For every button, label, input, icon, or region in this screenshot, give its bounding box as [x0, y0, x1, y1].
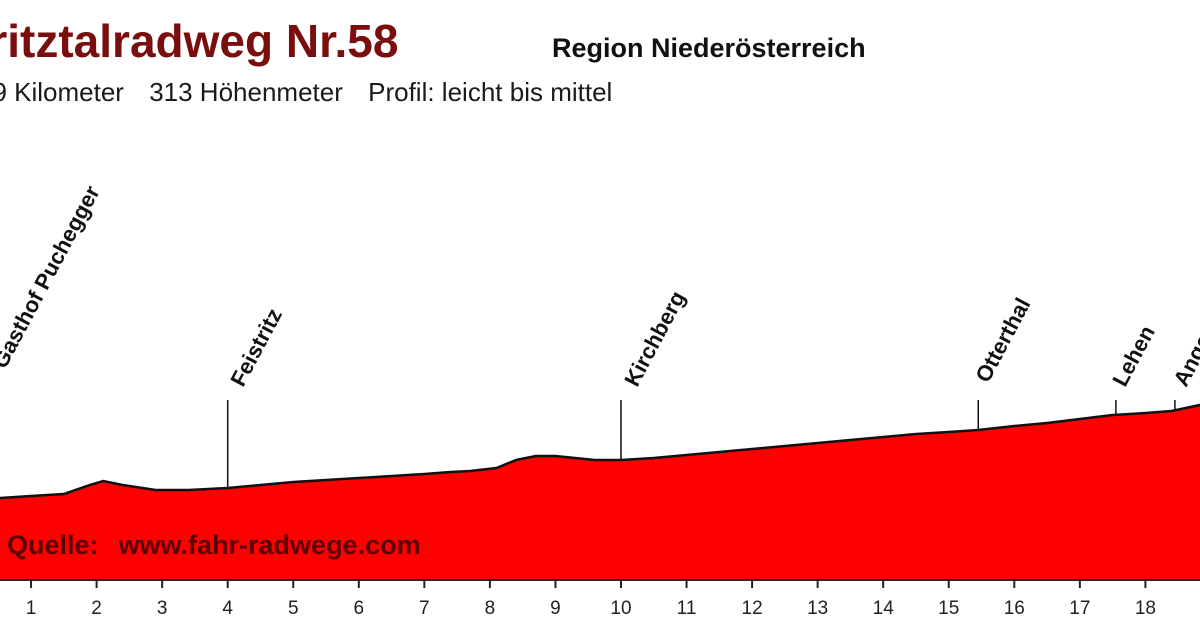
x-tick-label: 4 [222, 598, 233, 619]
route-title: Feistritztalradweg Nr.58 [0, 15, 399, 67]
distance-stat: 19 Kilometer [0, 77, 124, 107]
x-tick-label: 6 [354, 598, 365, 619]
route-stats: 19 Kilometer 313 Höhenmeter Profil: leic… [0, 77, 630, 108]
elevation-stat: 313 Höhenmeter [149, 77, 343, 107]
x-tick-label: 16 [1004, 598, 1025, 619]
x-tick-label: 7 [419, 598, 430, 619]
place-label: Kirchberg [619, 287, 690, 390]
source-url[interactable]: www.fahr-radwege.com [118, 530, 421, 560]
region-label: Region Niederösterreich [552, 33, 866, 63]
source-credit: Quelle: www.fahr-radwege.com [7, 530, 421, 561]
x-tick-label: 5 [288, 598, 299, 619]
x-tick-label: 10 [610, 598, 631, 619]
x-tick-label: 12 [742, 598, 763, 619]
source-label: Quelle: [7, 530, 99, 560]
x-tick-label: 11 [677, 598, 697, 619]
km-axis: 12345678910111213141516171819 [0, 579, 1200, 619]
x-tick-label: 17 [1069, 598, 1090, 619]
elevation-area [0, 402, 1200, 580]
elevation-fill [0, 404, 1200, 580]
x-tick-label: 8 [485, 598, 496, 619]
x-tick-label: 15 [938, 598, 959, 619]
place-label: Lehen [1107, 321, 1159, 390]
place-label: Feistritz [225, 304, 287, 390]
x-tick-label: 14 [873, 598, 895, 619]
x-tick-label: 3 [157, 598, 168, 619]
place-label: Gasthof Puchegger [0, 181, 105, 372]
x-tick-label: 1 [26, 598, 37, 619]
x-tick-label: 13 [807, 598, 828, 619]
x-tick-label: 9 [550, 598, 561, 619]
place-label: Otterthal [970, 294, 1035, 387]
difficulty-stat: Profil: leicht bis mittel [368, 77, 613, 107]
x-tick-label: 18 [1135, 598, 1156, 619]
elevation-outline [0, 402, 1200, 500]
place-label: Anger [1168, 322, 1200, 390]
x-tick-label: 2 [91, 598, 102, 619]
